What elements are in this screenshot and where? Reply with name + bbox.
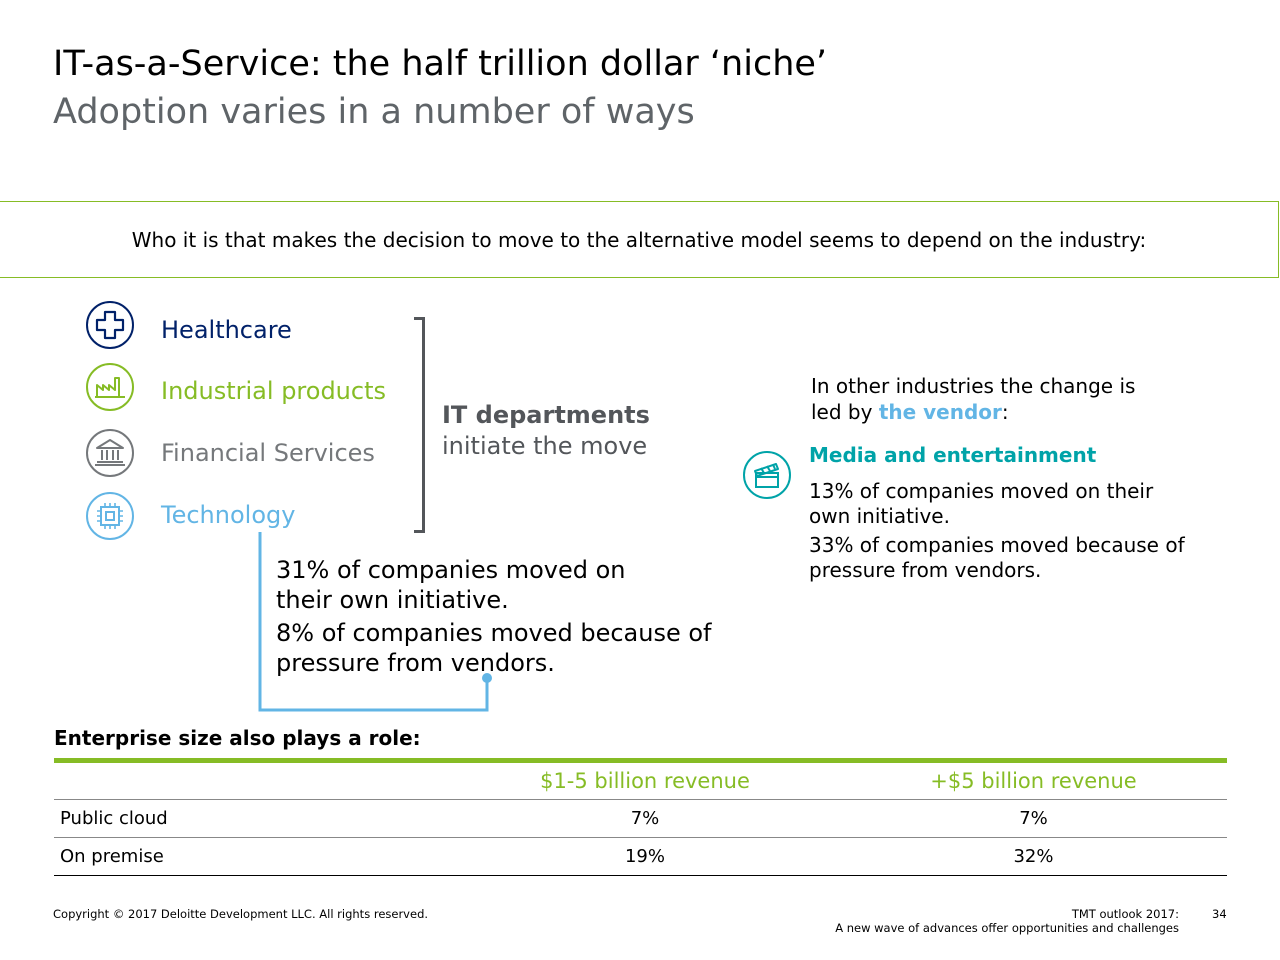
medical-cross-icon [86,301,134,349]
vendor-led-intro: In other industries the change is led by… [811,373,1171,425]
cell-value: 19% [450,837,840,876]
it-departments-rest: initiate the move [442,432,648,460]
enterprise-size-table: $1-5 billion revenue +$5 billion revenue… [54,758,1227,876]
table-row: Public cloud 7% 7% [54,799,1227,838]
report-title-line1: TMT outlook 2017: [1071,907,1179,921]
copyright-notice: Copyright © 2017 Deloitte Development LL… [53,907,429,921]
table-header-blank [54,761,450,800]
vendor-intro-prefix: In other industries the change is led by [811,374,1136,424]
decision-callout: Who it is that makes the decision to mov… [0,201,1279,278]
cell-value: 7% [450,799,840,838]
bank-icon [86,429,134,477]
table-header-1-5-billion: $1-5 billion revenue [540,769,750,793]
it-stat-vendor-pressure: 8% of companies moved because of pressur… [276,619,712,677]
it-stat-own-initiative: 31% of companies moved on their own init… [276,556,626,614]
media-entertainment-title: Media and entertainment [809,443,1097,467]
it-departments-bold: IT departments [442,401,650,429]
industry-label-financial-services: Financial Services [161,439,375,467]
row-label-on-premise: On premise [54,837,450,876]
report-title-line2: A new wave of advances offer opportuniti… [835,921,1179,935]
industry-group-bracket [414,317,425,533]
chip-icon [86,492,134,540]
callout-text: Who it is that makes the decision to mov… [131,227,1147,252]
vendor-intro-suffix: : [1001,400,1009,424]
media-stat-vendor-pressure: 33% of companies moved because of pressu… [809,533,1185,582]
industry-label-healthcare: Healthcare [161,316,292,344]
industry-label-technology: Technology [161,501,296,529]
page-number: 34 [1212,907,1227,921]
clapperboard-icon [743,451,791,499]
table-row: On premise 19% 32% [54,837,1227,876]
page-title: IT-as-a-Service: the half trillion dolla… [53,44,828,84]
page-subtitle: Adoption varies in a number of ways [53,92,695,132]
stats-connector [258,532,492,712]
vendor-led-stats: 13% of companies moved on their own init… [809,479,1189,587]
factory-icon [86,363,134,411]
it-led-stats: 31% of companies moved on their own init… [276,555,716,681]
industry-label-industrial-products: Industrial products [161,377,386,405]
vendor-highlight: the vendor [878,400,1002,424]
report-title: TMT outlook 2017: A new wave of advances… [760,907,1179,935]
cell-value: 32% [840,837,1227,876]
table-header-row: $1-5 billion revenue +$5 billion revenue [54,760,1227,800]
cell-value: 7% [840,799,1227,838]
media-stat-own-initiative: 13% of companies moved on their own init… [809,479,1154,528]
table-header-5-billion-plus: +$5 billion revenue [930,769,1137,793]
row-label-public-cloud: Public cloud [54,799,450,838]
it-departments-note: IT departments initiate the move [442,400,650,462]
enterprise-size-heading: Enterprise size also plays a role: [54,726,421,750]
